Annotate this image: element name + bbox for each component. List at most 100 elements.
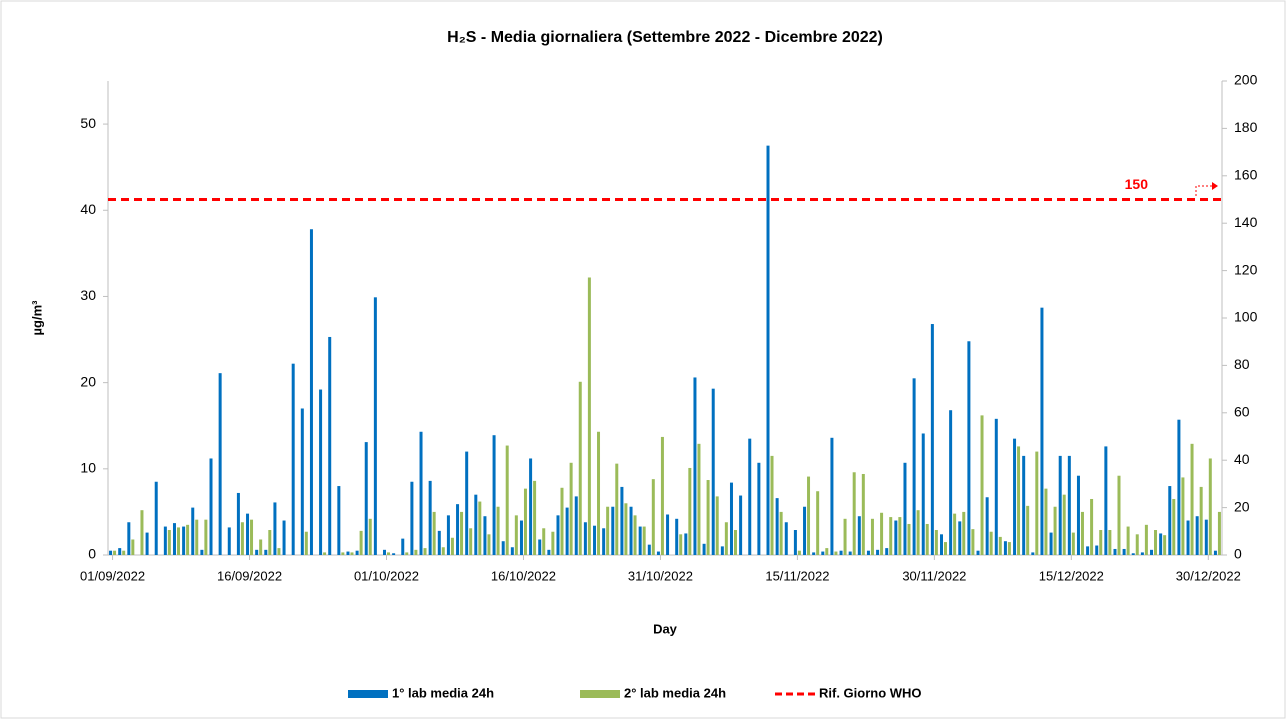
bar [1053,506,1057,555]
bar [505,445,509,555]
y2-tick-label: 20 [1234,498,1250,514]
bar [967,341,971,555]
bar [989,531,993,555]
bar [118,548,122,555]
legend-swatch [580,690,620,698]
annotation-arrow [1195,185,1212,196]
bar [154,481,158,555]
bar [889,517,893,555]
bar [894,520,898,555]
bar [912,378,916,555]
bar [383,549,386,555]
bar [848,551,852,555]
bar [547,549,551,555]
bar [916,510,920,555]
bar [277,548,281,555]
bar [163,526,167,555]
y-tick-label: 10 [80,460,96,476]
bar [460,511,464,555]
bar [565,507,569,555]
y-tick-label: 40 [80,201,96,217]
bar [980,415,984,555]
bar [675,518,679,555]
bar [647,544,651,555]
bar [706,480,710,555]
bar [1163,535,1167,555]
bar [825,548,829,555]
bar [1131,553,1135,555]
bar [496,506,500,555]
bar [419,431,423,555]
bar [1071,532,1075,555]
bar [729,482,733,555]
bar [797,550,801,555]
bar [469,528,473,555]
bar [240,522,244,555]
bar [660,436,664,555]
bar [1199,486,1203,555]
y2-tick-label: 120 [1234,261,1258,277]
y-tick-label: 50 [80,115,96,131]
bar [432,511,436,555]
bar [300,408,304,555]
bar [1122,548,1126,555]
bar [861,473,865,555]
bar [1007,542,1011,555]
bar [109,550,113,555]
bar [227,527,231,555]
bar [839,550,843,555]
bar [1062,494,1066,555]
bar [186,524,190,555]
bar [1017,446,1021,555]
bar [1099,530,1103,555]
bar [1104,446,1108,555]
bar [519,520,523,555]
bar [140,510,144,555]
bar [510,547,514,555]
bar [373,297,377,555]
bar [830,437,834,555]
bar [1168,486,1172,555]
bar [323,552,327,555]
bar [793,530,797,555]
bar [414,549,418,555]
y2-tick-label: 60 [1234,404,1250,420]
bar [1117,475,1121,555]
bar [629,506,633,555]
bar [341,552,345,555]
bar [733,530,737,555]
bar [1172,498,1176,555]
bar [1108,530,1112,555]
bar [1022,455,1026,555]
bar [642,526,646,555]
bar [501,541,505,555]
x-tick-label: 15/11/2022 [765,568,829,583]
bar [167,530,171,555]
bar [1049,532,1053,555]
x-tick-label: 31/10/2022 [628,568,693,583]
y2-tick-label: 140 [1234,214,1258,230]
bar [593,525,597,555]
legend-label: Rif. Giorno WHO [819,685,922,700]
bar [446,515,450,555]
bar [976,550,980,555]
bar [597,431,601,555]
bar [748,438,752,555]
bar [218,373,222,555]
bar [1035,451,1039,555]
bar [1181,477,1185,555]
bar [264,549,268,555]
bar [1044,488,1048,555]
bar [450,537,454,555]
bar [885,548,889,555]
bar [944,542,947,555]
y2-tick-label: 80 [1234,356,1250,372]
bar [921,433,925,555]
bar [291,363,295,555]
bar [1190,443,1194,555]
bar [182,526,186,555]
bar [1095,545,1099,555]
bar [560,487,564,555]
bar [702,543,706,555]
x-tick-label: 16/09/2022 [217,568,282,583]
